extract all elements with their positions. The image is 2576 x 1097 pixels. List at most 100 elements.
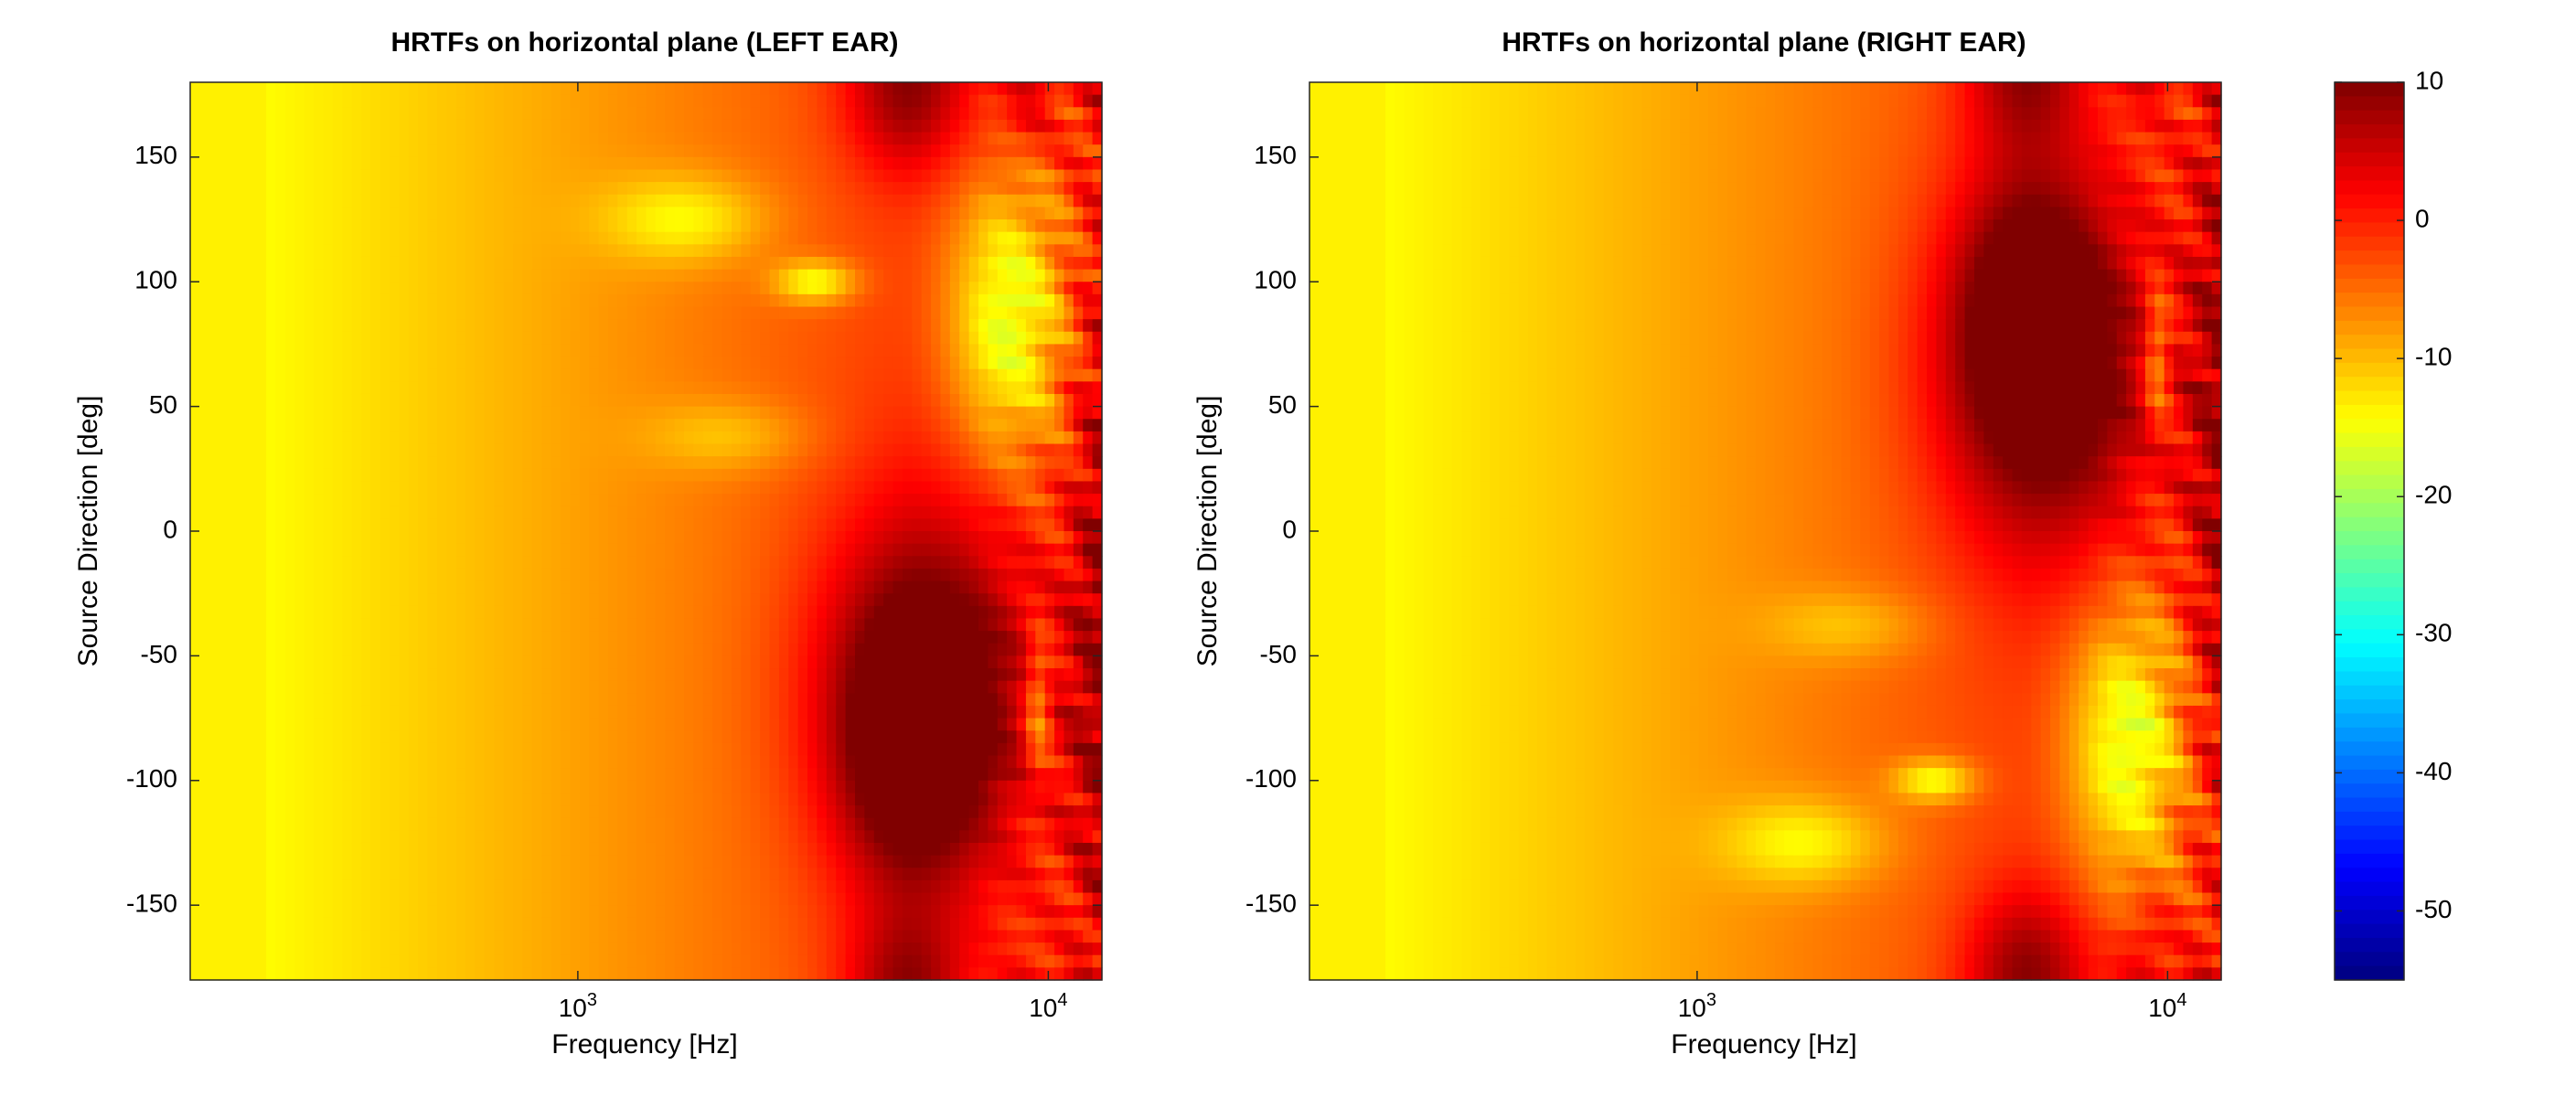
- heatmap-cell: [219, 580, 230, 594]
- heatmap-cell: [607, 943, 618, 956]
- heatmap-cell: [484, 705, 495, 719]
- heatmap-cell: [617, 144, 628, 158]
- heatmap-cell: [494, 793, 505, 806]
- heatmap-cell: [390, 780, 401, 794]
- heatmap-cell: [807, 381, 818, 395]
- heatmap-cell: [731, 680, 742, 694]
- heatmap-cell: [721, 668, 732, 682]
- heatmap-cell: [284, 755, 295, 769]
- heatmap-cell: [836, 119, 847, 133]
- heatmap-cell: [655, 943, 666, 956]
- heatmap-cell: [408, 282, 419, 295]
- heatmap-cell: [294, 269, 305, 282]
- heatmap-cell: [418, 643, 429, 656]
- heatmap-cell: [437, 855, 448, 868]
- heatmap-cell: [418, 668, 429, 682]
- heatmap-cell: [370, 156, 381, 171]
- heatmap-cell: [465, 431, 476, 445]
- heatmap-cell: [665, 331, 676, 346]
- heatmap-cell: [247, 780, 258, 794]
- heatmap-cell: [760, 954, 771, 968]
- heatmap-cell: [208, 244, 219, 258]
- heatmap-cell: [219, 94, 230, 108]
- heatmap-cell: [684, 406, 695, 420]
- heatmap-cell: [465, 830, 476, 844]
- heatmap-cell: [617, 282, 628, 295]
- heatmap-cell: [731, 855, 742, 868]
- heatmap-cell: [655, 419, 666, 432]
- heatmap-cell: [788, 842, 799, 857]
- heatmap-cell: [712, 393, 723, 408]
- heatmap-cell: [475, 842, 486, 857]
- heatmap-cell: [665, 207, 676, 220]
- heatmap-cell: [826, 207, 837, 220]
- heatmap-cell: [636, 94, 647, 108]
- heatmap-cell: [275, 468, 286, 483]
- heatmap-cell: [208, 443, 219, 457]
- heatmap-cell: [208, 94, 219, 108]
- heatmap-cell: [484, 269, 495, 282]
- heatmap-cell: [256, 780, 267, 794]
- heatmap-cell: [579, 132, 590, 145]
- heatmap-cell: [836, 319, 847, 333]
- heatmap-cell: [617, 82, 628, 96]
- heatmap-cell: [399, 431, 410, 445]
- heatmap-cell: [778, 830, 789, 844]
- heatmap-cell: [665, 431, 676, 445]
- heatmap-cell: [437, 631, 448, 644]
- heatmap-cell: [370, 618, 381, 632]
- heatmap-cell: [199, 556, 210, 570]
- heatmap-cell: [465, 231, 476, 245]
- heatmap-cell: [379, 231, 390, 245]
- heatmap-cell: [484, 119, 495, 133]
- heatmap-cell: [541, 531, 552, 545]
- heatmap-cell: [541, 306, 552, 320]
- heatmap-cell: [522, 244, 533, 258]
- heatmap-cell: [674, 443, 685, 457]
- heatmap-cell: [636, 456, 647, 470]
- heatmap-cell: [314, 306, 324, 320]
- heatmap-cell: [731, 631, 742, 644]
- heatmap-cell: [266, 668, 277, 682]
- heatmap-cell: [817, 406, 828, 420]
- heatmap-cell: [712, 930, 723, 943]
- heatmap-cell: [351, 605, 362, 620]
- heatmap-cell: [541, 954, 552, 968]
- heatmap-cell: [693, 269, 704, 282]
- heatmap-cell: [788, 730, 799, 744]
- heatmap-cell: [826, 755, 837, 769]
- heatmap-cell: [266, 568, 277, 582]
- heatmap-cell: [275, 381, 286, 395]
- heatmap-cell: [266, 219, 277, 233]
- heatmap-cell: [750, 393, 761, 408]
- heatmap-cell: [219, 344, 230, 357]
- heatmap-cell: [646, 368, 657, 382]
- heatmap-cell: [199, 705, 210, 719]
- heatmap-cell: [702, 119, 713, 133]
- heatmap-cell: [219, 456, 230, 470]
- heatmap-cell: [437, 393, 448, 408]
- heatmap-cell: [541, 768, 552, 782]
- heatmap-cell: [693, 568, 704, 582]
- heatmap-cell: [646, 468, 657, 483]
- heatmap-cell: [750, 730, 761, 744]
- heatmap-cell: [379, 144, 390, 158]
- heatmap-cell: [531, 605, 542, 620]
- heatmap-cell: [636, 842, 647, 857]
- heatmap-cell: [256, 231, 267, 245]
- heatmap-cell: [570, 556, 581, 570]
- heatmap-cell: [427, 207, 438, 220]
- heatmap-cell: [427, 431, 438, 445]
- heatmap-cell: [256, 892, 267, 906]
- heatmap-cell: [712, 194, 723, 208]
- heatmap-cell: [199, 693, 210, 707]
- heatmap-cell: [589, 655, 600, 669]
- heatmap-cell: [208, 643, 219, 656]
- heatmap-cell: [721, 231, 732, 245]
- heatmap-cell: [208, 954, 219, 968]
- heatmap-cell: [247, 107, 258, 121]
- heatmap-cell: [769, 780, 780, 794]
- heatmap-cell: [646, 943, 657, 956]
- heatmap-cell: [807, 693, 818, 707]
- heatmap-cell: [199, 194, 210, 208]
